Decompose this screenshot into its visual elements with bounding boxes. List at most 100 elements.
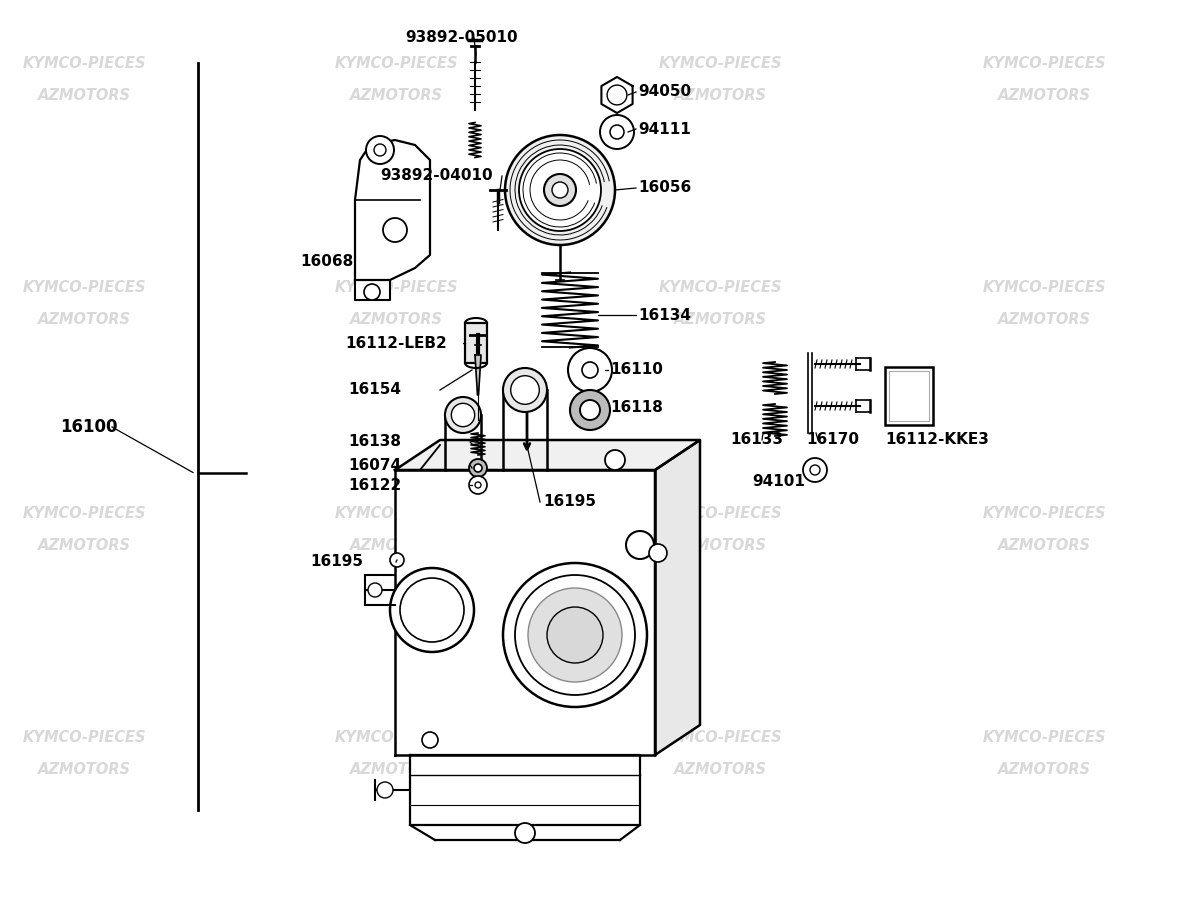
Text: 94101: 94101 — [752, 474, 805, 490]
Text: AZMOTORS: AZMOTORS — [673, 312, 767, 328]
Text: AZMOTORS: AZMOTORS — [37, 312, 131, 328]
Circle shape — [528, 588, 622, 682]
Circle shape — [451, 403, 475, 427]
Circle shape — [374, 144, 386, 156]
Text: 16154: 16154 — [348, 382, 401, 398]
Circle shape — [544, 174, 576, 206]
Text: 16110: 16110 — [610, 363, 662, 377]
Circle shape — [505, 135, 616, 245]
Text: AZMOTORS: AZMOTORS — [37, 87, 131, 103]
Polygon shape — [355, 140, 430, 280]
Circle shape — [422, 732, 438, 748]
Text: 16133: 16133 — [730, 433, 784, 447]
Text: KYMCO-PIECES: KYMCO-PIECES — [659, 506, 781, 520]
Text: KYMCO-PIECES: KYMCO-PIECES — [659, 281, 781, 295]
Text: AZMOTORS: AZMOTORS — [349, 762, 443, 778]
Polygon shape — [475, 355, 481, 395]
Circle shape — [364, 284, 380, 300]
Text: AZMOTORS: AZMOTORS — [673, 537, 767, 553]
Text: 16118: 16118 — [610, 400, 662, 416]
Text: 94111: 94111 — [638, 122, 691, 137]
Text: 16056: 16056 — [638, 181, 691, 195]
Text: KYMCO-PIECES: KYMCO-PIECES — [23, 506, 145, 520]
Circle shape — [552, 182, 568, 198]
Text: AZMOTORS: AZMOTORS — [349, 537, 443, 553]
Bar — [466, 323, 487, 363]
Text: KYMCO-PIECES: KYMCO-PIECES — [335, 506, 457, 520]
Text: KYMCO-PIECES: KYMCO-PIECES — [659, 56, 781, 70]
Text: 93892-05010: 93892-05010 — [406, 31, 517, 46]
Circle shape — [469, 476, 487, 494]
Text: 16068: 16068 — [300, 255, 353, 269]
Text: 16138: 16138 — [348, 435, 401, 449]
Circle shape — [582, 362, 598, 378]
Circle shape — [610, 125, 624, 139]
Circle shape — [600, 115, 634, 149]
Circle shape — [649, 544, 667, 562]
Text: 94050: 94050 — [638, 85, 691, 100]
Text: KYMCO-PIECES: KYMCO-PIECES — [335, 56, 457, 70]
Circle shape — [547, 607, 604, 663]
Circle shape — [810, 465, 820, 475]
Circle shape — [607, 86, 626, 105]
Polygon shape — [655, 440, 700, 755]
Text: AZMOTORS: AZMOTORS — [37, 762, 131, 778]
Polygon shape — [410, 755, 640, 825]
Circle shape — [400, 578, 464, 642]
Circle shape — [377, 782, 394, 798]
Text: 16112-KKE3: 16112-KKE3 — [886, 433, 989, 447]
Text: AZMOTORS: AZMOTORS — [349, 87, 443, 103]
Text: 16122: 16122 — [348, 478, 401, 492]
Circle shape — [803, 458, 827, 482]
Polygon shape — [395, 470, 655, 755]
Circle shape — [368, 583, 382, 597]
Circle shape — [503, 368, 547, 412]
Circle shape — [605, 450, 625, 470]
Text: KYMCO-PIECES: KYMCO-PIECES — [983, 281, 1105, 295]
Circle shape — [580, 400, 600, 420]
Circle shape — [503, 563, 647, 707]
Text: KYMCO-PIECES: KYMCO-PIECES — [23, 281, 145, 295]
Text: 16195: 16195 — [310, 554, 364, 570]
Text: KYMCO-PIECES: KYMCO-PIECES — [983, 56, 1105, 70]
Text: AZMOTORS: AZMOTORS — [997, 762, 1091, 778]
Circle shape — [469, 459, 487, 477]
Circle shape — [390, 553, 404, 567]
Polygon shape — [355, 280, 390, 300]
Polygon shape — [601, 77, 632, 113]
Text: AZMOTORS: AZMOTORS — [673, 762, 767, 778]
Text: KYMCO-PIECES: KYMCO-PIECES — [983, 506, 1105, 520]
Text: AZMOTORS: AZMOTORS — [997, 537, 1091, 553]
Circle shape — [568, 348, 612, 392]
Text: 16170: 16170 — [806, 433, 859, 447]
Text: AZMOTORS: AZMOTORS — [37, 537, 131, 553]
Circle shape — [515, 575, 635, 695]
Circle shape — [515, 823, 535, 843]
Polygon shape — [395, 440, 700, 470]
Circle shape — [511, 375, 539, 404]
Text: AZMOTORS: AZMOTORS — [349, 312, 443, 328]
Text: KYMCO-PIECES: KYMCO-PIECES — [983, 731, 1105, 745]
Text: 93892-04010: 93892-04010 — [380, 168, 493, 184]
Circle shape — [445, 397, 481, 433]
Text: 16100: 16100 — [60, 418, 118, 436]
Text: 16195: 16195 — [542, 494, 596, 509]
Circle shape — [390, 568, 474, 652]
Circle shape — [475, 482, 481, 488]
Text: 16112-LEB2: 16112-LEB2 — [346, 336, 446, 350]
Circle shape — [366, 136, 394, 164]
Circle shape — [520, 149, 601, 231]
Circle shape — [626, 531, 654, 559]
Circle shape — [383, 218, 407, 242]
Text: KYMCO-PIECES: KYMCO-PIECES — [659, 731, 781, 745]
Bar — [889, 371, 929, 421]
Text: KYMCO-PIECES: KYMCO-PIECES — [23, 56, 145, 70]
Circle shape — [474, 464, 482, 472]
Text: KYMCO-PIECES: KYMCO-PIECES — [335, 731, 457, 745]
Bar — [886, 367, 934, 425]
Text: 16134: 16134 — [638, 308, 691, 322]
Text: AZMOTORS: AZMOTORS — [997, 87, 1091, 103]
Text: AZMOTORS: AZMOTORS — [997, 312, 1091, 328]
Text: KYMCO-PIECES: KYMCO-PIECES — [23, 731, 145, 745]
Text: 16074: 16074 — [348, 457, 401, 472]
